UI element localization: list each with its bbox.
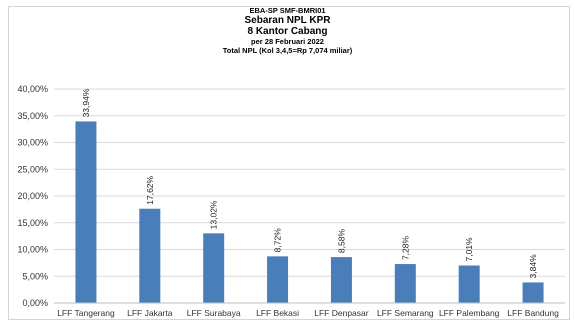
chart-title-block: EBA-SP SMF-BMRI01 Sebaran NPL KPR 8 Kant… bbox=[0, 6, 575, 55]
x-tick-label: LFF Jakarta bbox=[127, 308, 173, 318]
x-tick-label: LFF Surabaya bbox=[187, 308, 241, 318]
y-tick-label: 35,00% bbox=[17, 111, 48, 121]
data-label: 33,94% bbox=[81, 88, 91, 117]
data-label: 7,01% bbox=[464, 237, 474, 262]
y-tick-label: 30,00% bbox=[17, 138, 48, 148]
y-tick-label: 20,00% bbox=[17, 191, 48, 201]
data-label: 13,02% bbox=[209, 200, 219, 229]
bar bbox=[75, 121, 97, 304]
y-tick-label: 5,00% bbox=[22, 271, 48, 281]
data-label: 8,58% bbox=[336, 229, 346, 254]
data-label: 17,62% bbox=[145, 175, 155, 204]
data-label: 3,84% bbox=[528, 254, 538, 279]
x-tick-label: LFF Denpasar bbox=[314, 308, 368, 318]
bar bbox=[330, 257, 352, 303]
data-label: 8,72% bbox=[273, 228, 283, 253]
x-tick-label: LFF Bandung bbox=[507, 308, 559, 318]
y-tick-label: 25,00% bbox=[17, 164, 48, 174]
chart-title: Sebaran NPL KPR bbox=[244, 15, 331, 26]
y-tick-label: 0,00% bbox=[22, 298, 48, 308]
data-label: 7,28% bbox=[400, 236, 410, 261]
bar bbox=[458, 265, 480, 303]
chart-subtitle: 8 Kantor Cabang bbox=[247, 26, 328, 37]
bar bbox=[139, 208, 161, 303]
x-tick-label: LFF Tangerang bbox=[57, 308, 115, 318]
x-tick-label: LFF Bekasi bbox=[256, 308, 299, 318]
x-tick-label: LFF Semarang bbox=[377, 308, 434, 318]
x-tick-label: LFF Palembang bbox=[439, 308, 500, 318]
bar bbox=[394, 264, 416, 303]
chart-code-label: EBA-SP SMF-BMRI01 bbox=[249, 6, 326, 15]
y-tick-label: 15,00% bbox=[17, 218, 48, 228]
y-tick-label: 10,00% bbox=[17, 245, 48, 255]
bar bbox=[267, 256, 289, 303]
chart-total-npl: Total NPL (Kol 3,4,5=Rp 7,074 miliar) bbox=[222, 46, 353, 55]
chart-date: per 28 Februari 2022 bbox=[251, 37, 324, 46]
y-tick-label: 40,00% bbox=[17, 84, 48, 94]
bar bbox=[203, 233, 225, 303]
bar bbox=[522, 282, 544, 303]
